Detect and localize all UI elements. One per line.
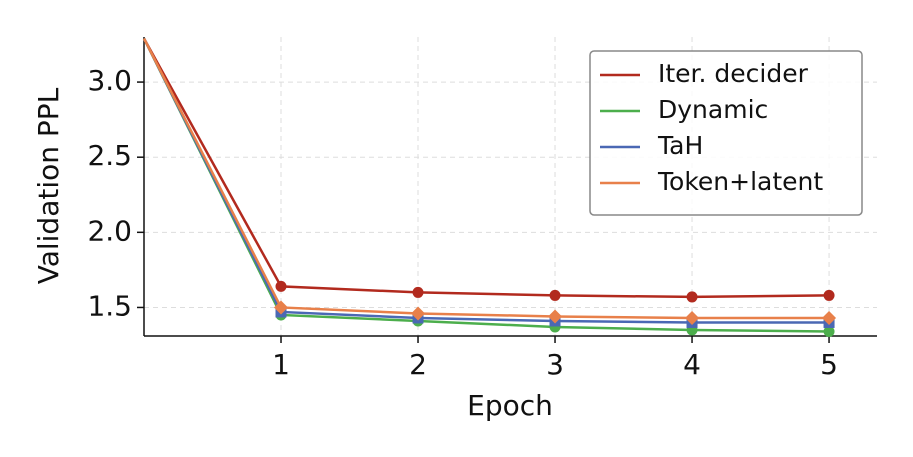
marker bbox=[412, 286, 424, 298]
marker bbox=[548, 309, 563, 324]
series-line bbox=[142, 37, 830, 320]
x-tick-label: 5 bbox=[820, 348, 838, 381]
x-axis-label: Epoch bbox=[467, 389, 553, 422]
marker bbox=[823, 289, 835, 301]
y-tick-label: 1.5 bbox=[87, 289, 132, 322]
series-line bbox=[142, 37, 830, 299]
legend-label: Iter. decider bbox=[658, 59, 809, 88]
x-tick-label: 3 bbox=[546, 348, 564, 381]
legend-box bbox=[589, 50, 863, 216]
marker bbox=[549, 289, 561, 301]
legend-label: Dynamic bbox=[658, 95, 768, 124]
marker bbox=[822, 310, 837, 325]
marker bbox=[275, 280, 287, 292]
marker bbox=[823, 325, 835, 337]
series-line bbox=[142, 37, 830, 324]
legend-label: Token+latent bbox=[657, 167, 823, 196]
x-tick-label: 1 bbox=[272, 348, 290, 381]
x-tick-label: 2 bbox=[409, 348, 427, 381]
x-tick-label: 4 bbox=[683, 348, 701, 381]
y-axis-label: Validation PPL bbox=[32, 87, 65, 284]
marker bbox=[274, 300, 289, 315]
marker bbox=[685, 310, 700, 325]
y-tick-label: 3.0 bbox=[87, 64, 132, 97]
legend-label: TaH bbox=[657, 131, 703, 160]
marker bbox=[411, 306, 426, 321]
marker bbox=[686, 291, 698, 303]
y-tick-label: 2.0 bbox=[87, 214, 132, 247]
y-tick-label: 2.5 bbox=[87, 139, 132, 172]
